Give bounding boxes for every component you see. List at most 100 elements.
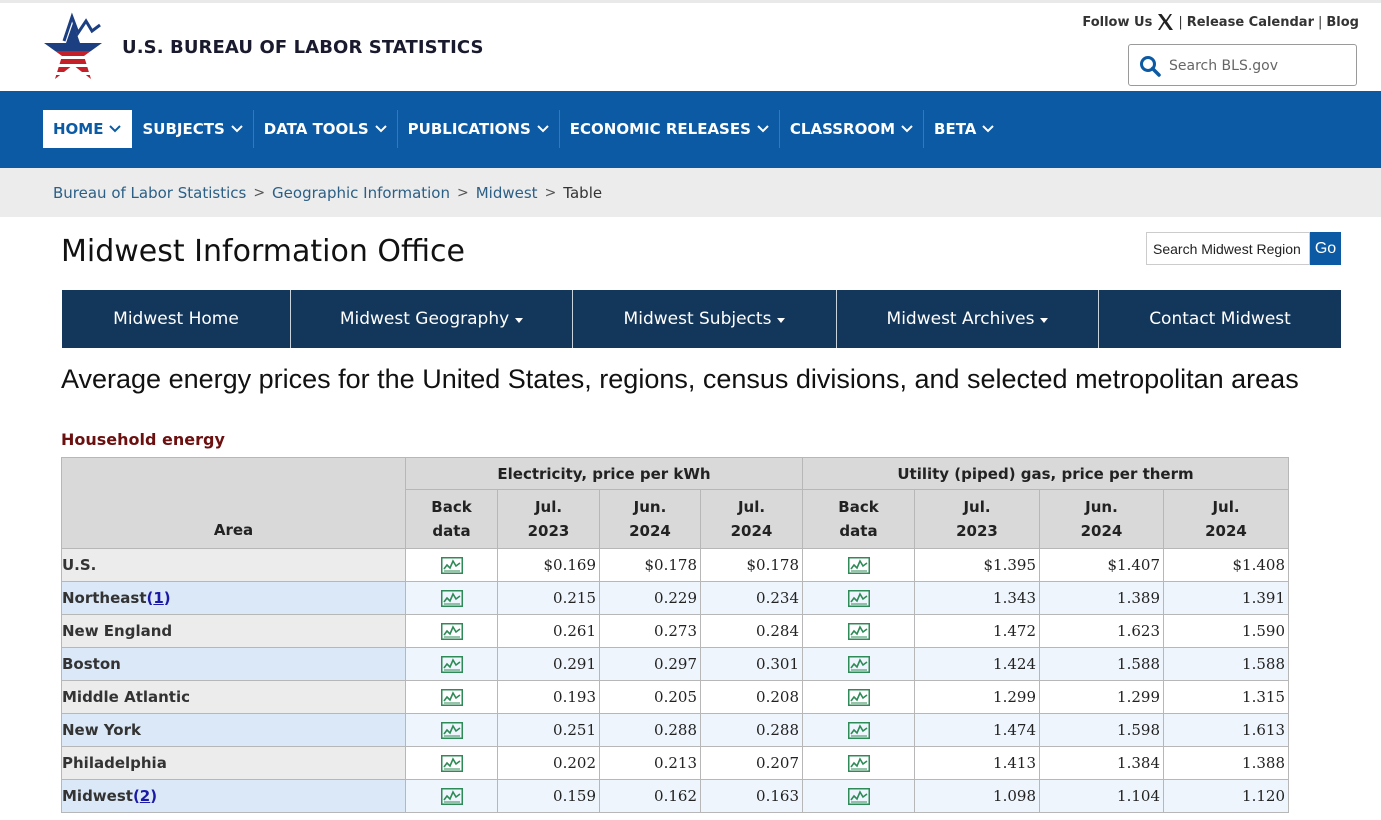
site-search-input[interactable]: [1167, 51, 1351, 81]
nav-publications[interactable]: PUBLICATIONS: [398, 110, 560, 148]
gas-back-data-cell[interactable]: [802, 548, 915, 582]
gas-back-data-cell[interactable]: [802, 614, 915, 648]
chart-icon[interactable]: [847, 788, 870, 805]
office-nav-midwest-subjects[interactable]: Midwest Subjects: [573, 290, 837, 348]
electricity-back-data-cell[interactable]: [405, 581, 498, 615]
breadcrumb-midwest[interactable]: Midwest: [475, 184, 538, 202]
header-line: data: [432, 522, 471, 540]
table-row: U.S. $0.169 $0.178 $0.178 $1.395 $1.407 $1.408: [61, 548, 1289, 582]
area-name: Northeast: [62, 589, 147, 607]
gas-back-data-cell[interactable]: [802, 581, 915, 615]
electricity-back-data-cell[interactable]: [405, 779, 498, 813]
nav-economic-releases-label: ECONOMIC RELEASES: [569, 120, 751, 138]
gas-price-cell: 1.120: [1163, 779, 1289, 813]
footnote-link[interactable]: 2: [139, 787, 151, 805]
chart-icon[interactable]: [847, 755, 870, 772]
chart-icon[interactable]: [847, 689, 870, 706]
office-nav-contact-midwest[interactable]: Contact Midwest: [1099, 290, 1341, 348]
chart-icon[interactable]: [847, 557, 870, 574]
electricity-price-cell: 0.163: [700, 779, 803, 813]
chart-icon[interactable]: [847, 656, 870, 673]
chart-icon[interactable]: [440, 590, 463, 607]
chevron-down-icon: [374, 125, 387, 133]
electricity-price-cell: $0.178: [700, 548, 803, 582]
gas-back-data-cell[interactable]: [802, 647, 915, 681]
breadcrumb-separator: >: [457, 185, 469, 201]
region-search-input[interactable]: [1146, 232, 1310, 265]
chart-icon[interactable]: [847, 590, 870, 607]
chart-icon[interactable]: [440, 656, 463, 673]
footnote-reference: (1): [146, 589, 171, 607]
area-column-header: Area: [61, 457, 406, 549]
breadcrumb-separator: >: [544, 185, 557, 201]
office-nav-midwest-geography[interactable]: Midwest Geography: [291, 290, 573, 348]
gas-price-cell: 1.588: [1039, 647, 1164, 681]
gas-price-cell: 1.590: [1163, 614, 1289, 648]
electricity-back-data-cell[interactable]: [405, 614, 498, 648]
chart-icon[interactable]: [440, 722, 463, 739]
gas-back-data-cell[interactable]: [802, 713, 915, 747]
electricity-price-cell: 0.284: [700, 614, 803, 648]
gas-back-data-cell[interactable]: [802, 746, 915, 780]
electricity-price-cell: 0.301: [700, 647, 803, 681]
electricity-price-cell: 0.234: [700, 581, 803, 615]
office-nav-midwest-archives[interactable]: Midwest Archives: [837, 290, 1099, 348]
chart-icon[interactable]: [847, 722, 870, 739]
gas-back-data-cell[interactable]: [802, 680, 915, 714]
office-title: Midwest Information Office: [61, 234, 465, 269]
gas-price-cell: 1.391: [1163, 581, 1289, 615]
gas-price-cell: 1.388: [1163, 746, 1289, 780]
office-nav-midwest-home[interactable]: Midwest Home: [62, 290, 291, 348]
electricity-back-data-cell[interactable]: [405, 548, 498, 582]
chart-icon[interactable]: [847, 623, 870, 640]
header-line: 2023: [956, 522, 998, 540]
breadcrumb-bls[interactable]: Bureau of Labor Statistics: [53, 184, 247, 202]
chart-icon[interactable]: [440, 788, 463, 805]
electricity-price-cell: 0.202: [497, 746, 600, 780]
nav-data-tools[interactable]: DATA TOOLS: [254, 110, 398, 148]
release-calendar-link[interactable]: Release Calendar: [1186, 14, 1314, 30]
nav-classroom[interactable]: CLASSROOM: [780, 110, 925, 148]
gas-back-data-cell[interactable]: [802, 779, 915, 813]
caret-down-icon: [515, 317, 524, 323]
caret-down-icon: [777, 317, 786, 323]
electricity-back-data-cell[interactable]: [405, 647, 498, 681]
blog-link[interactable]: Blog: [1326, 14, 1359, 30]
gas-price-cell: 1.598: [1039, 713, 1164, 747]
search-icon[interactable]: [1139, 55, 1161, 77]
gas-price-cell: $1.407: [1039, 548, 1164, 582]
breadcrumb-geographic-information[interactable]: Geographic Information: [272, 184, 450, 202]
region-search-go-button[interactable]: Go: [1310, 232, 1341, 265]
gas-price-cell: $1.395: [914, 548, 1040, 582]
footnote-link[interactable]: 1: [153, 589, 164, 607]
nav-beta-label: BETA: [934, 120, 977, 138]
gas-period-header: Jun. 2024: [1039, 489, 1164, 549]
electricity-back-data-cell[interactable]: [405, 713, 498, 747]
agency-name[interactable]: U.S. BUREAU OF LABOR STATISTICS: [122, 37, 484, 58]
electricity-price-cell: 0.229: [599, 581, 701, 615]
area-cell: Midwest(2): [61, 779, 406, 813]
chart-icon[interactable]: [440, 755, 463, 772]
electricity-price-cell: 0.273: [599, 614, 701, 648]
table-row: New England 0.261 0.273 0.284 1.472 1.623 1.59…: [61, 614, 1289, 648]
chart-icon[interactable]: [440, 557, 463, 574]
header-line: Back: [431, 498, 472, 516]
electricity-back-data-cell[interactable]: [405, 680, 498, 714]
nav-home[interactable]: HOME: [43, 110, 133, 148]
chart-icon[interactable]: [440, 689, 463, 706]
nav-subjects-label: SUBJECTS: [142, 120, 225, 138]
x-twitter-icon[interactable]: [1156, 13, 1174, 31]
chart-icon[interactable]: [440, 623, 463, 640]
gas-price-cell: $1.408: [1163, 548, 1289, 582]
office-nav-label: Midwest Subjects: [623, 309, 772, 329]
nav-economic-releases[interactable]: ECONOMIC RELEASES: [560, 110, 780, 148]
bls-star-logo-icon[interactable]: [42, 11, 104, 83]
nav-subjects[interactable]: SUBJECTS: [132, 110, 254, 148]
utility-links: Follow Us | Release Calendar | Blog: [1082, 13, 1359, 31]
header-line: 2023: [527, 522, 570, 540]
area-name: Middle Atlantic: [62, 688, 191, 706]
table-row: Middle Atlantic 0.193 0.205 0.208 1.299 1.299…: [61, 680, 1289, 714]
electricity-price-cell: 0.208: [700, 680, 803, 714]
nav-beta[interactable]: BETA: [924, 110, 1004, 148]
electricity-back-data-cell[interactable]: [405, 746, 498, 780]
